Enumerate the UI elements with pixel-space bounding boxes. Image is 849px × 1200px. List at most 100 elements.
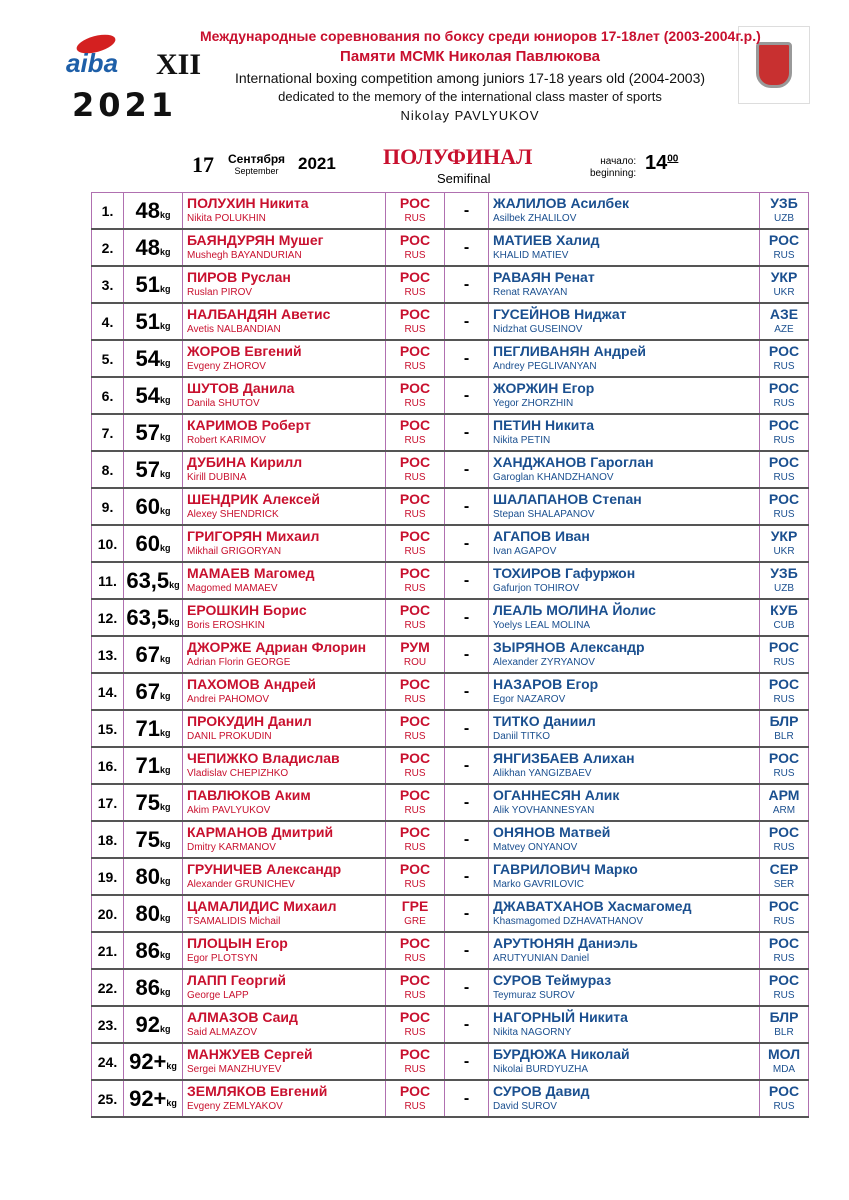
blue-corner-boxer: ГАВРИЛОВИЧ Марко Marko GAVRILOVIC bbox=[488, 857, 760, 896]
boxer-name-ru: ШУТОВ Данила bbox=[187, 379, 295, 396]
weight-unit: kg bbox=[159, 542, 171, 553]
blue-corner-country: РОС RUS bbox=[759, 487, 809, 526]
bout-number: 9. bbox=[91, 487, 124, 526]
weight-unit: kg bbox=[159, 320, 171, 331]
country-ru: БЛР bbox=[769, 1008, 799, 1025]
weight-value: 51 bbox=[135, 271, 160, 297]
blue-corner-boxer: ШАЛАПАНОВ Степан Stepan SHALAPANOV bbox=[488, 487, 760, 526]
boxer-name-ru: ЦАМАЛИДИС Михаил bbox=[187, 897, 337, 914]
country-ru: РОС bbox=[399, 1008, 431, 1025]
bout-number: 14. bbox=[91, 672, 124, 711]
subtitle-en: dedicated to the memory of the internati… bbox=[278, 89, 662, 104]
red-corner-boxer: ЦАМАЛИДИС Михаил TSAMALIDIS Michail bbox=[182, 894, 386, 933]
blue-corner-country: РОС RUS bbox=[759, 894, 809, 933]
country-ru: КУБ bbox=[770, 601, 798, 618]
boxer-name-en: Mikhail GRIGORYAN bbox=[187, 545, 282, 557]
bout-number: 2. bbox=[91, 228, 124, 267]
month-en: September bbox=[234, 166, 279, 176]
blue-corner-boxer: МАТИЕВ Халид KHALID MATIEV bbox=[488, 228, 760, 267]
boxer-name-en: Akim PAVLYUKOV bbox=[187, 804, 271, 816]
country-ru: РОС bbox=[399, 527, 431, 544]
bout-number: 3. bbox=[91, 265, 124, 304]
country-code: RUS bbox=[404, 434, 426, 446]
boxer-name-en: Nikolai BURDYUZHA bbox=[493, 1063, 589, 1075]
blue-corner-country: РОС RUS bbox=[759, 339, 809, 378]
weight-value: 86 bbox=[135, 937, 160, 963]
boxer-name-ru: ЕРОШКИН Борис bbox=[187, 601, 307, 618]
blue-corner-country: УЗБ UZB bbox=[759, 192, 809, 230]
red-corner-country: РОС RUS bbox=[385, 598, 445, 637]
country-code: RUS bbox=[773, 471, 795, 483]
bout-number: 18. bbox=[91, 820, 124, 859]
result-cell: - bbox=[444, 857, 489, 896]
weight-value: 92 bbox=[135, 1011, 160, 1037]
bout-row: 12. 63,5kg ЕРОШКИН Борис Boris EROSHKIN Р… bbox=[91, 598, 809, 637]
red-corner-country: РОС RUS bbox=[385, 376, 445, 415]
boxer-name-en: Adrian Florin GEORGE bbox=[187, 656, 291, 668]
result-cell: - bbox=[444, 635, 489, 674]
bout-row: 1. 48kg ПОЛУХИН Никита Nikita POLUKHIN РО… bbox=[91, 192, 809, 230]
country-code: UKR bbox=[773, 545, 795, 557]
boxer-name-en: Renat RAVAYAN bbox=[493, 286, 568, 298]
result-cell: - bbox=[444, 672, 489, 711]
bout-row: 21. 86kg ПЛОЦЫН Егор Egor PLOTSYN РОС RUS … bbox=[91, 931, 809, 970]
blue-corner-boxer: ЯНГИЗБАЕВ Алихан Alikhan YANGIZBAEV bbox=[488, 746, 760, 785]
country-ru: РОС bbox=[399, 675, 431, 692]
red-corner-boxer: ШЕНДРИК Алексей Alexey SHENDRICK bbox=[182, 487, 386, 526]
country-ru: СЕР bbox=[769, 860, 799, 877]
boxer-name-en: Egor PLOTSYN bbox=[187, 952, 258, 964]
boxer-name-ru: АЛМАЗОВ Саид bbox=[187, 1008, 298, 1025]
red-corner-country: ГРЕ GRE bbox=[385, 894, 445, 933]
country-ru: РОС bbox=[399, 1045, 431, 1062]
boxer-name-en: Magomed MAMAEV bbox=[187, 582, 278, 594]
weight-value: 67 bbox=[135, 678, 160, 704]
bout-number: 11. bbox=[91, 561, 124, 600]
boxer-name-en: Vladislav CHEPIZHKO bbox=[187, 767, 289, 779]
blue-corner-country: РОС RUS bbox=[759, 635, 809, 674]
boxer-name-en: Alexey SHENDRICK bbox=[187, 508, 279, 520]
blue-corner-boxer: ЖОРЖИН Егор Yegor ZHORZHIN bbox=[488, 376, 760, 415]
weight-class: 54kg bbox=[123, 376, 183, 415]
boxer-name-ru: МАТИЕВ Халид bbox=[493, 231, 600, 248]
start-label-en: beginning: bbox=[590, 168, 637, 179]
blue-corner-country: РОС RUS bbox=[759, 672, 809, 711]
date-month: Сентября September bbox=[228, 152, 285, 176]
country-ru: УЗБ bbox=[770, 564, 798, 581]
start-label: начало: beginning: bbox=[590, 156, 636, 180]
country-ru: РОС bbox=[768, 971, 800, 988]
blue-corner-country: РОС RUS bbox=[759, 376, 809, 415]
boxer-name-ru: МАМАЕВ Магомед bbox=[187, 564, 315, 581]
country-code: RUS bbox=[773, 952, 795, 964]
country-code: RUS bbox=[773, 915, 795, 927]
country-code: RUS bbox=[773, 989, 795, 1001]
boxer-name-en: Asilbek ZHALILOV bbox=[493, 212, 577, 224]
red-corner-boxer: ШУТОВ Данила Danila SHUTOV bbox=[182, 376, 386, 415]
bout-row: 22. 86kg ЛАПП Георгий George LAPP РОС RUS … bbox=[91, 968, 809, 1007]
boxer-name-en: Ruslan PIROV bbox=[187, 286, 253, 298]
country-code: SER bbox=[773, 878, 795, 890]
weight-value: 60 bbox=[135, 493, 160, 519]
country-ru: РОС bbox=[399, 749, 431, 766]
bout-row: 3. 51kg ПИРОВ Руслан Ruslan PIROV РОС RUS … bbox=[91, 265, 809, 304]
weight-class: 57kg bbox=[123, 450, 183, 489]
country-code: RUS bbox=[773, 434, 795, 446]
boxer-name-ru: ШАЛАПАНОВ Степан bbox=[493, 490, 642, 507]
result-cell: - bbox=[444, 1079, 489, 1118]
boxer-name-en: DANIL PROKUDIN bbox=[187, 730, 272, 742]
boxer-name-en: Robert KARIMOV bbox=[187, 434, 266, 446]
red-corner-boxer: НАЛБАНДЯН Аветис Avetis NALBANDIAN bbox=[182, 302, 386, 341]
boxer-name-ru: ЖАЛИЛОВ Асилбек bbox=[493, 194, 630, 211]
boxer-name-en: Alikhan YANGIZBAEV bbox=[493, 767, 592, 779]
red-corner-country: РОС RUS bbox=[385, 968, 445, 1007]
result-cell: - bbox=[444, 709, 489, 748]
country-code: RUS bbox=[404, 1026, 426, 1038]
red-corner-boxer: ЖОРОВ Евгений Evgeny ZHOROV bbox=[182, 339, 386, 378]
blue-corner-country: РОС RUS bbox=[759, 968, 809, 1007]
bout-number: 23. bbox=[91, 1005, 124, 1044]
bout-row: 9. 60kg ШЕНДРИК Алексей Alexey SHENDRICK … bbox=[91, 487, 809, 526]
bout-row: 10. 60kg ГРИГОРЯН Михаил Mikhail GRIGORYA… bbox=[91, 524, 809, 563]
logo-year: 2021 bbox=[72, 86, 178, 124]
country-code: ROU bbox=[403, 656, 427, 668]
country-ru: РОС bbox=[399, 305, 431, 322]
red-corner-country: РОС RUS bbox=[385, 228, 445, 267]
